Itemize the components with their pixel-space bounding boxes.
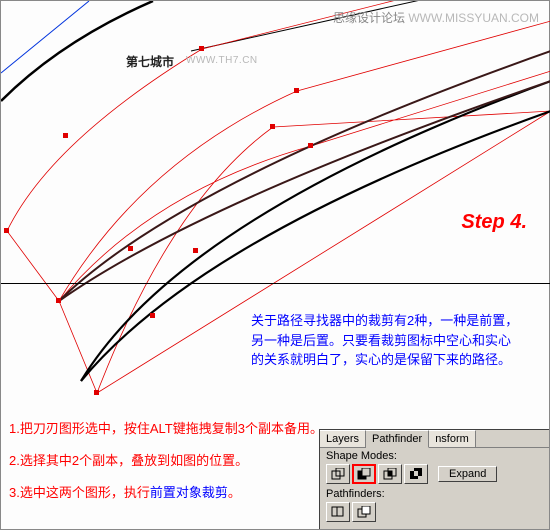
instruction-2: 2.选择其中2个副本，叠放到如图的位置。 xyxy=(9,451,248,471)
pathfinders-row xyxy=(326,502,543,522)
mode-add[interactable] xyxy=(326,464,350,484)
pathfinder-panel: Layers Pathfinder nsform Shape Modes: Ex… xyxy=(319,429,549,529)
intersect-icon xyxy=(383,468,397,480)
city-url: WWW.TH7.CN xyxy=(186,55,258,66)
exclude-icon xyxy=(409,468,423,480)
watermark-name: 思缘设计论坛 xyxy=(333,11,405,25)
shape-modes-label: Shape Modes: xyxy=(326,450,543,462)
tab-layers[interactable]: Layers xyxy=(320,430,366,447)
mode-subtract-front[interactable] xyxy=(352,464,376,484)
mode-exclude[interactable] xyxy=(404,464,428,484)
panel-body: Shape Modes: Expand Pathfinders: xyxy=(320,448,549,524)
pathfinders-label: Pathfinders: xyxy=(326,488,543,500)
note-line3: 的关系就明白了，实心的是保留下来的路径。 xyxy=(251,350,541,370)
note-line2: 另一种是后置。只要看裁剪图标中空心和实心 xyxy=(251,331,541,351)
panel-tabs: Layers Pathfinder nsform xyxy=(320,430,549,448)
divide-icon xyxy=(331,506,345,518)
note-line1: 关于路径寻找器中的裁剪有2种，一种是前置， xyxy=(251,311,541,331)
tab-transform[interactable]: nsform xyxy=(429,430,476,447)
subtract-front-icon xyxy=(357,468,371,480)
artboard-divider xyxy=(1,283,550,284)
mode-intersect[interactable] xyxy=(378,464,402,484)
expand-button[interactable]: Expand xyxy=(438,466,497,482)
shape-modes-row: Expand xyxy=(326,464,543,484)
canvas-area: 思缘设计论坛 WWW.MISSYUAN.COM 第七城市 WWW.TH7.CN … xyxy=(0,0,550,530)
instruction-1: 1.把刀刃图形选中，按住ALT键拖拽复制3个副本备用。 xyxy=(9,419,323,439)
tab-pathfinder[interactable]: Pathfinder xyxy=(366,430,429,448)
pf-trim[interactable] xyxy=(352,502,376,522)
trim-icon xyxy=(357,506,371,518)
add-icon xyxy=(331,468,345,480)
step-label: Step 4. xyxy=(461,211,527,234)
watermark-url: WWW.MISSYUAN.COM xyxy=(408,11,539,25)
watermark: 思缘设计论坛 WWW.MISSYUAN.COM xyxy=(333,9,539,26)
pf-divide[interactable] xyxy=(326,502,350,522)
note-blue: 关于路径寻找器中的裁剪有2种，一种是前置， 另一种是后置。只要看裁剪图标中空心和… xyxy=(251,311,541,370)
instruction-3: 3.选中这两个图形，执行前置对象裁剪。 xyxy=(9,483,241,503)
city-label: 第七城市 xyxy=(126,53,174,70)
